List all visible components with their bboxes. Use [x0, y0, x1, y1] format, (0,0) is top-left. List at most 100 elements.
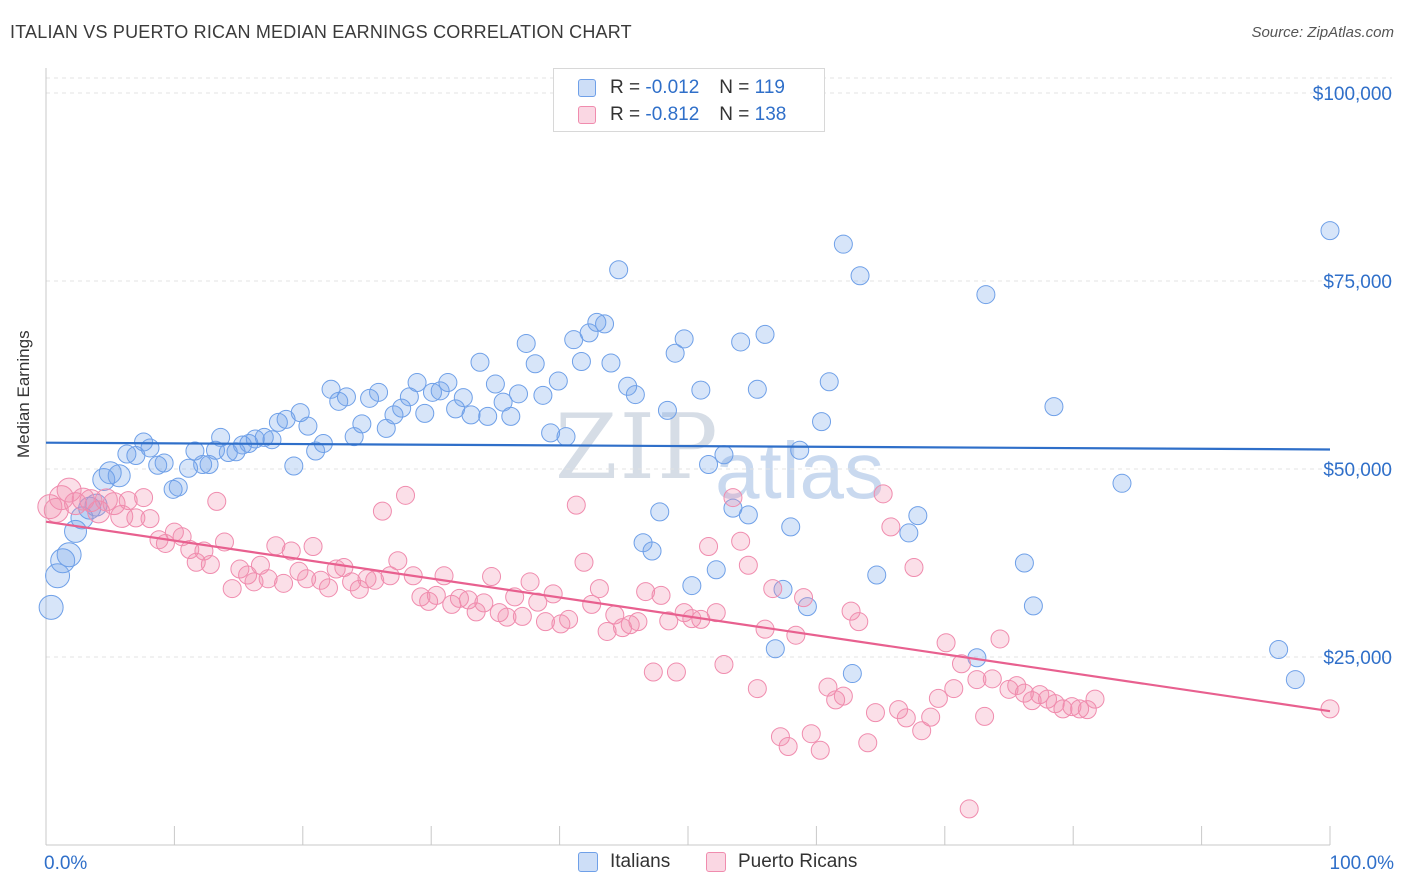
puerto-ricans-point [786, 625, 806, 645]
italians-point [642, 541, 662, 561]
italians-point [298, 416, 318, 436]
puerto-ricans-point [474, 593, 494, 613]
italians-point [1269, 639, 1289, 659]
italians-point [819, 372, 839, 392]
puerto-ricans-point [388, 551, 408, 571]
puerto-ricans-point [975, 706, 995, 726]
puerto-ricans-point [770, 727, 790, 747]
italians-point [211, 427, 231, 447]
puerto-ricans-point [297, 569, 317, 589]
y-tick-label: $100,000 [1313, 84, 1392, 105]
puerto-ricans-point [731, 531, 751, 551]
x-tick-label: 100.0% [1330, 853, 1395, 874]
legend-box: R = -0.012 N = 119 R = -0.812 N = 138 [553, 68, 825, 132]
puerto-ricans-point [881, 517, 901, 537]
italians-point [731, 332, 751, 352]
puerto-ricans-point [865, 703, 885, 723]
puerto-ricans-point [281, 541, 301, 561]
puerto-ricans-point [951, 654, 971, 674]
puerto-ricans-point [873, 484, 893, 504]
italians-point [699, 455, 719, 475]
italians-point [232, 435, 252, 455]
italians-point [601, 353, 621, 373]
italians-point [714, 445, 734, 465]
source-label: Source: ZipAtlas.com [1251, 24, 1394, 41]
italians-point [284, 456, 304, 476]
puerto-ricans-point [419, 591, 439, 611]
puerto-ricans-point [244, 572, 264, 592]
italians-point [842, 664, 862, 684]
italians-point [140, 438, 160, 458]
italians-point [1044, 397, 1064, 417]
puerto-ricans-trend-line [45, 520, 1331, 713]
puerto-ricans-point [56, 477, 82, 503]
chart-title: ITALIAN VS PUERTO RICAN MEDIAN EARNINGS … [10, 22, 632, 42]
puerto-ricans-point [889, 700, 909, 720]
puerto-ricans-point [912, 721, 932, 741]
legend-row-puerto-ricans: R = -0.812 N = 138 [578, 103, 786, 127]
puerto-ricans-point [180, 539, 200, 559]
italians-point [276, 409, 296, 429]
puerto-ricans-point [318, 578, 338, 598]
puerto-ricans-point [747, 679, 767, 699]
puerto-ricans-point [71, 487, 95, 511]
italians-point [738, 505, 758, 525]
italians-point [976, 285, 996, 305]
puerto-ricans-point [597, 621, 617, 641]
puerto-ricans-point [990, 629, 1010, 649]
puerto-ricans-point [126, 508, 146, 528]
puerto-ricans-point [118, 491, 138, 511]
italians-point [485, 374, 505, 394]
italians-trend-line [45, 441, 1331, 451]
italians-point [262, 430, 282, 450]
italians-point [867, 565, 887, 585]
puerto-ricans-point [849, 612, 869, 632]
puerto-ricans-point [559, 609, 579, 629]
puerto-ricans-point [659, 611, 679, 631]
puerto-ricans-point [200, 555, 220, 575]
italians-point [850, 266, 870, 286]
puerto-ricans-point [801, 724, 821, 744]
italians-point [1014, 553, 1034, 573]
y-tick-label: $75,000 [1323, 272, 1392, 293]
italians-point [541, 423, 561, 443]
italians-point [179, 458, 199, 478]
puerto-ricans-point [230, 559, 250, 579]
puerto-ricans-point [636, 582, 656, 602]
italians-point [38, 594, 64, 620]
puerto-ricans-point [643, 662, 663, 682]
italians-point [56, 542, 82, 568]
puerto-ricans-point [928, 688, 948, 708]
italians-point [321, 379, 341, 399]
legend-r-value: -0.812 [645, 104, 700, 125]
italians-point [765, 639, 785, 659]
italians-point [516, 333, 536, 353]
puerto-ricans-point [1062, 697, 1082, 717]
italians-point [92, 468, 116, 492]
puerto-ricans-point [48, 485, 74, 511]
puerto-ricans-point [810, 740, 830, 760]
watermark-zip: ZIP [555, 395, 720, 500]
legend-swatch-pink [578, 106, 596, 124]
puerto-ricans-point [535, 612, 555, 632]
puerto-ricans-point [1320, 699, 1340, 719]
puerto-ricans-point [520, 572, 540, 592]
legend-r-label: R = [610, 104, 641, 125]
y-tick-label: $25,000 [1323, 648, 1392, 669]
italians-point [306, 441, 326, 461]
puerto-ricans-point [110, 504, 134, 528]
italians-point [193, 455, 213, 475]
puerto-ricans-point [921, 707, 941, 727]
puerto-ricans-point [794, 588, 814, 608]
bottom-legend-italians: Italians [578, 851, 670, 873]
italians-point [1320, 221, 1340, 241]
bottom-legend-swatch-pink [706, 852, 726, 872]
italians-point [618, 376, 638, 396]
puerto-ricans-point [936, 633, 956, 653]
puerto-ricans-point [651, 585, 671, 605]
italians-point [625, 385, 645, 405]
legend-row-italians: R = -0.012 N = 119 [578, 76, 785, 100]
italians-point [665, 343, 685, 363]
italians-point [199, 455, 219, 475]
